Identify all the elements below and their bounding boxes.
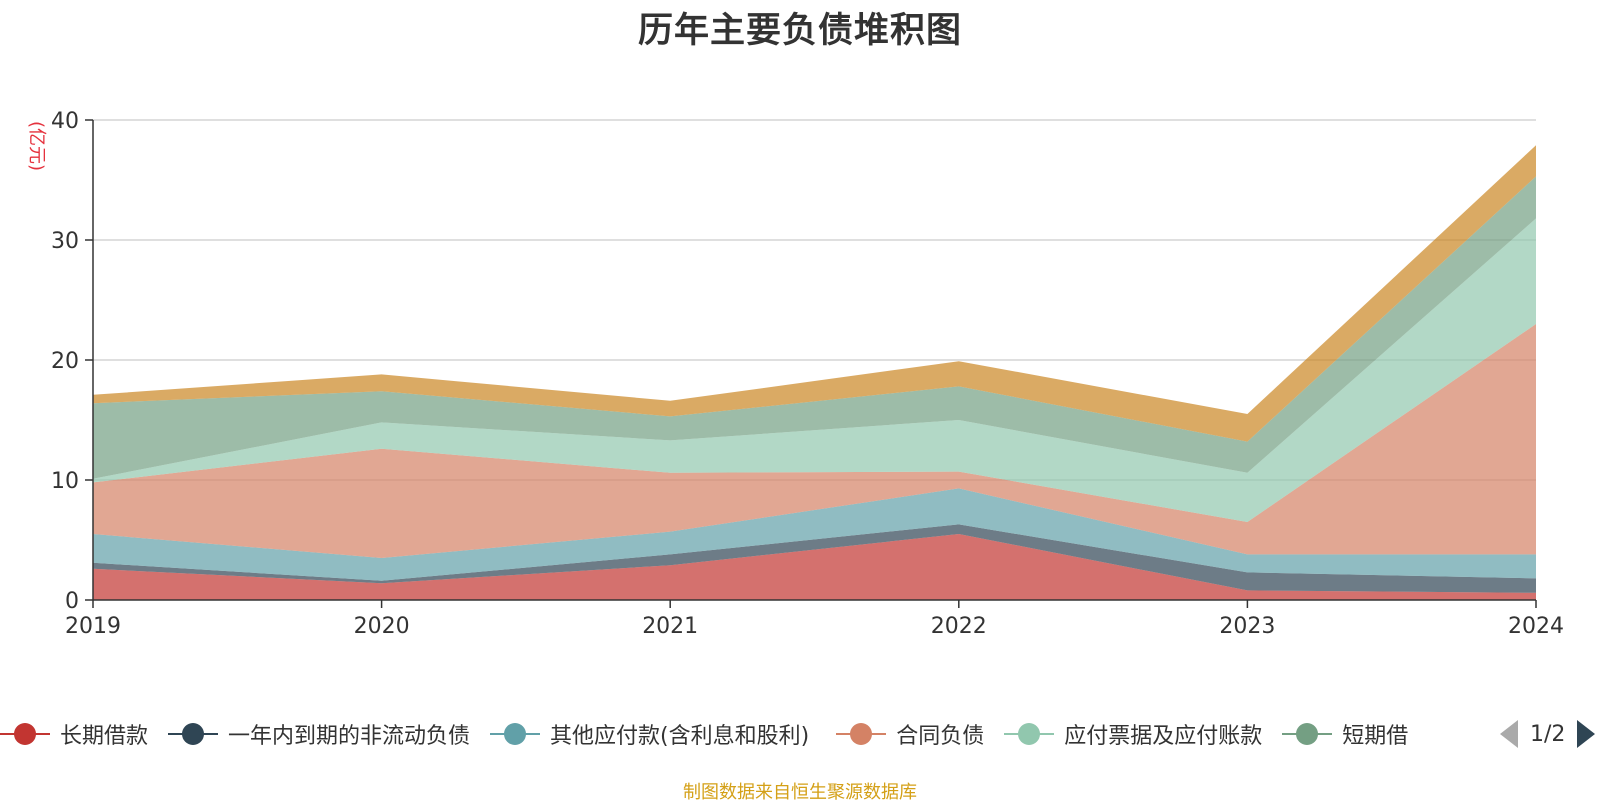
legend-item-2[interactable]: 一年内到期的非流动负债 [168, 714, 470, 754]
data-source-note: 制图数据来自恒生聚源数据库 [683, 782, 917, 803]
y-axis-unit-label: (亿元) [26, 121, 47, 171]
area-series-6 [93, 176, 1536, 479]
legend: 长期借款 一年内到期的非流动负债 其他应付款(含利息和股利) 合同负债 应付票据及应付账… [0, 714, 1482, 754]
y-tick-label: 0 [65, 589, 79, 614]
x-tick-label: 2021 [642, 614, 698, 639]
area-series-5 [93, 218, 1536, 522]
legend-swatch-icon [836, 714, 887, 754]
legend-prev-page-icon[interactable] [1500, 720, 1518, 748]
axes: 0 10 20 30 40 2019 2020 2021 2022 2023 2024 (亿元) [26, 109, 1564, 639]
legend-page-indicator: 1/2 [1530, 721, 1566, 747]
chart-title: 历年主要负债堆积图 [637, 11, 962, 51]
y-tick-label: 40 [51, 109, 79, 134]
chart-plot: 0 10 20 30 40 2019 2020 2021 2022 2023 2024 (亿元) [26, 109, 1564, 639]
area-series-7 [93, 145, 1536, 442]
legend-swatch-icon [0, 714, 50, 754]
legend-item-4[interactable]: 合同负债 [836, 714, 984, 754]
legend-label: 短期借 [1342, 724, 1409, 749]
legend-item-1[interactable]: 长期借款 [0, 714, 148, 754]
legend-pager: 1/2 [1500, 716, 1600, 752]
legend-label: 其他应付款(含利息和股利) [550, 724, 810, 749]
legend-next-page-icon[interactable] [1577, 720, 1596, 748]
legend-swatch-icon [490, 714, 540, 754]
legend-label: 合同负债 [896, 724, 985, 749]
y-tick-label: 30 [51, 229, 79, 254]
y-tick-label: 20 [51, 349, 79, 374]
x-tick-label: 2022 [931, 614, 987, 639]
legend-swatch-icon [1004, 714, 1055, 754]
legend-item-6[interactable]: 短期借 [1282, 714, 1408, 754]
legend-label: 一年内到期的非流动负债 [228, 724, 471, 749]
area-series-4 [93, 324, 1536, 558]
x-tick-label: 2023 [1219, 614, 1275, 639]
legend-label: 长期借款 [60, 724, 149, 749]
area-series-1 [93, 534, 1536, 600]
legend-item-3[interactable]: 其他应付款(含利息和股利) [490, 714, 809, 754]
legend-label: 应付票据及应付账款 [1064, 724, 1263, 749]
legend-item-5[interactable]: 应付票据及应付账款 [1004, 714, 1262, 754]
legend-swatch-icon [1282, 714, 1333, 754]
area-series-3 [93, 488, 1536, 581]
x-tick-label: 2020 [354, 614, 410, 639]
x-tick-label: 2019 [65, 614, 121, 639]
area-series-2 [93, 524, 1536, 593]
legend-swatch-icon [168, 714, 218, 754]
y-tick-label: 10 [51, 469, 79, 494]
x-tick-label: 2024 [1508, 614, 1564, 639]
stacked-areas [93, 145, 1536, 600]
